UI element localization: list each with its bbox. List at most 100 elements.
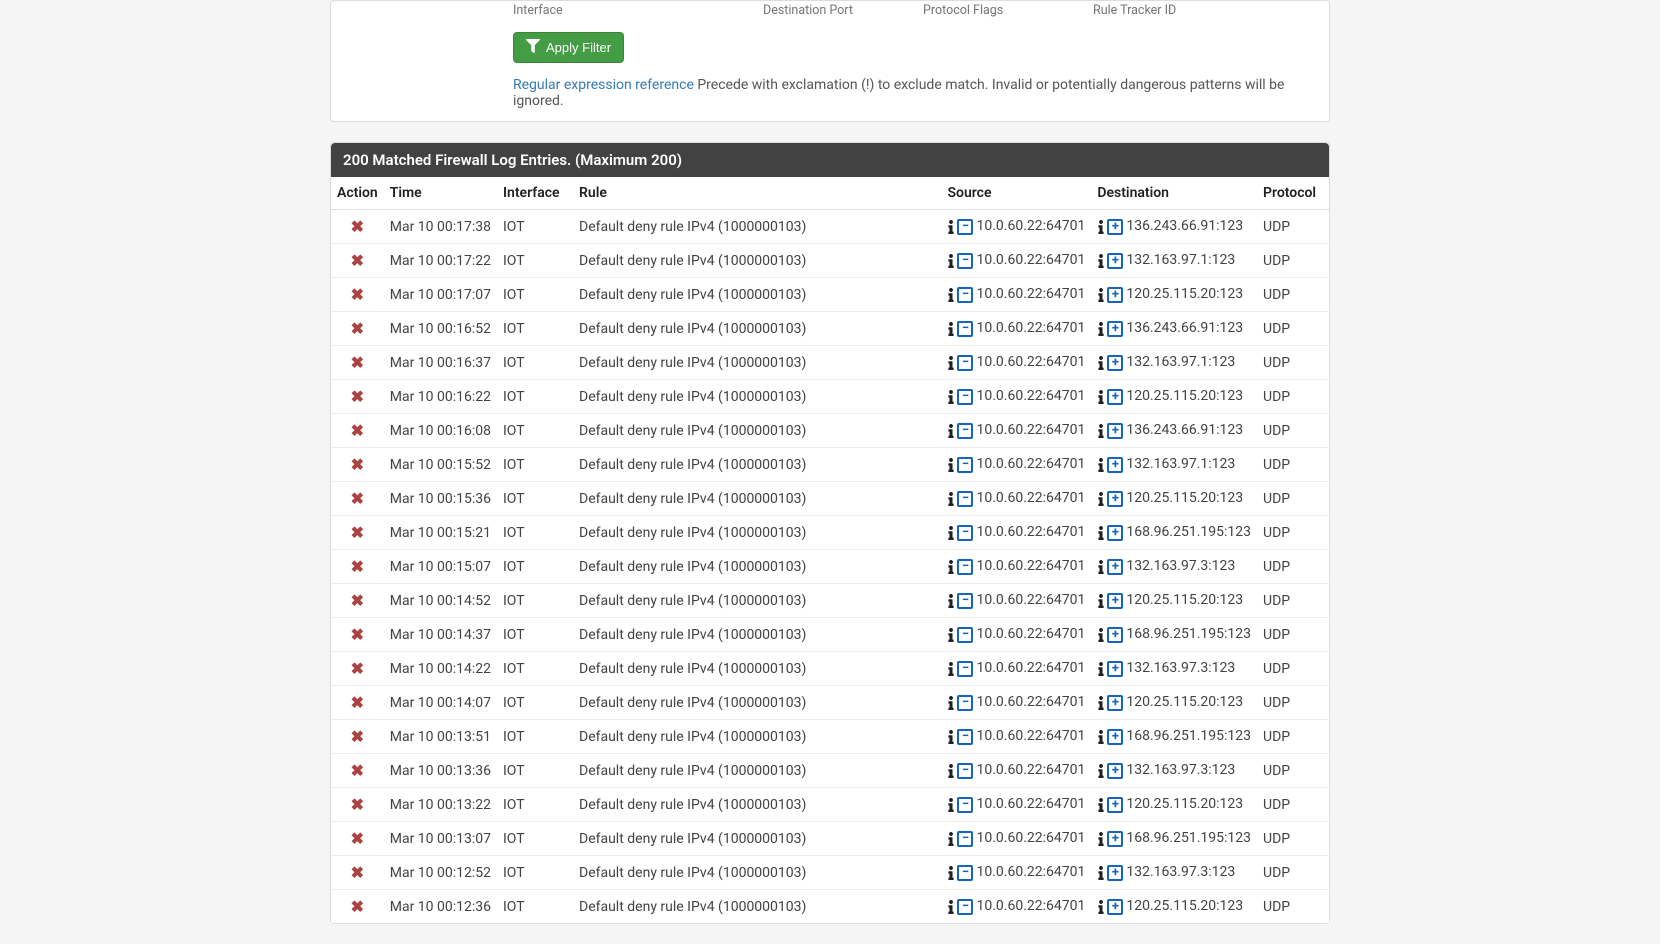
easyrule-block-icon[interactable] [957, 797, 973, 813]
info-icon[interactable] [1097, 831, 1105, 847]
info-icon[interactable] [1097, 287, 1105, 303]
info-icon[interactable] [947, 831, 955, 847]
info-icon[interactable] [947, 253, 955, 269]
info-icon[interactable] [947, 695, 955, 711]
info-icon[interactable] [947, 899, 955, 915]
info-icon[interactable] [947, 219, 955, 235]
easyrule-block-icon[interactable] [957, 287, 973, 303]
easyrule-pass-icon[interactable] [1107, 831, 1123, 847]
info-icon[interactable] [947, 729, 955, 745]
easyrule-pass-icon[interactable] [1107, 253, 1123, 269]
easyrule-block-icon[interactable] [957, 729, 973, 745]
info-icon[interactable] [947, 287, 955, 303]
block-icon[interactable]: ✖ [351, 897, 364, 916]
easyrule-block-icon[interactable] [957, 627, 973, 643]
info-icon[interactable] [947, 593, 955, 609]
block-icon[interactable]: ✖ [351, 421, 364, 440]
easyrule-block-icon[interactable] [957, 457, 973, 473]
info-icon[interactable] [947, 797, 955, 813]
block-icon[interactable]: ✖ [351, 285, 364, 304]
info-icon[interactable] [1097, 695, 1105, 711]
block-icon[interactable]: ✖ [351, 217, 364, 236]
block-icon[interactable]: ✖ [351, 693, 364, 712]
easyrule-block-icon[interactable] [957, 661, 973, 677]
easyrule-pass-icon[interactable] [1107, 729, 1123, 745]
info-icon[interactable] [1097, 423, 1105, 439]
info-icon[interactable] [947, 321, 955, 337]
info-icon[interactable] [1097, 627, 1105, 643]
info-icon[interactable] [1097, 559, 1105, 575]
info-icon[interactable] [1097, 865, 1105, 881]
easyrule-block-icon[interactable] [957, 355, 973, 371]
info-icon[interactable] [947, 525, 955, 541]
easyrule-pass-icon[interactable] [1107, 389, 1123, 405]
easyrule-pass-icon[interactable] [1107, 423, 1123, 439]
easyrule-pass-icon[interactable] [1107, 899, 1123, 915]
easyrule-pass-icon[interactable] [1107, 321, 1123, 337]
info-icon[interactable] [1097, 321, 1105, 337]
info-icon[interactable] [1097, 763, 1105, 779]
info-icon[interactable] [947, 627, 955, 643]
block-icon[interactable]: ✖ [351, 591, 364, 610]
block-icon[interactable]: ✖ [351, 795, 364, 814]
easyrule-pass-icon[interactable] [1107, 559, 1123, 575]
info-icon[interactable] [1097, 729, 1105, 745]
info-icon[interactable] [947, 865, 955, 881]
easyrule-block-icon[interactable] [957, 831, 973, 847]
info-icon[interactable] [1097, 457, 1105, 473]
easyrule-block-icon[interactable] [957, 219, 973, 235]
info-icon[interactable] [947, 763, 955, 779]
regex-reference-link[interactable]: Regular expression reference [513, 77, 694, 93]
info-icon[interactable] [947, 559, 955, 575]
block-icon[interactable]: ✖ [351, 455, 364, 474]
block-icon[interactable]: ✖ [351, 387, 364, 406]
easyrule-pass-icon[interactable] [1107, 593, 1123, 609]
info-icon[interactable] [1097, 525, 1105, 541]
block-icon[interactable]: ✖ [351, 319, 364, 338]
info-icon[interactable] [947, 355, 955, 371]
easyrule-pass-icon[interactable] [1107, 491, 1123, 507]
info-icon[interactable] [1097, 797, 1105, 813]
easyrule-block-icon[interactable] [957, 559, 973, 575]
easyrule-pass-icon[interactable] [1107, 355, 1123, 371]
easyrule-block-icon[interactable] [957, 389, 973, 405]
info-icon[interactable] [947, 423, 955, 439]
easyrule-pass-icon[interactable] [1107, 865, 1123, 881]
info-icon[interactable] [947, 457, 955, 473]
block-icon[interactable]: ✖ [351, 863, 364, 882]
info-icon[interactable] [1097, 491, 1105, 507]
info-icon[interactable] [947, 491, 955, 507]
easyrule-block-icon[interactable] [957, 695, 973, 711]
easyrule-pass-icon[interactable] [1107, 661, 1123, 677]
info-icon[interactable] [1097, 355, 1105, 371]
easyrule-pass-icon[interactable] [1107, 525, 1123, 541]
block-icon[interactable]: ✖ [351, 727, 364, 746]
info-icon[interactable] [947, 661, 955, 677]
easyrule-pass-icon[interactable] [1107, 219, 1123, 235]
info-icon[interactable] [947, 389, 955, 405]
easyrule-block-icon[interactable] [957, 899, 973, 915]
apply-filter-button[interactable]: Apply Filter [513, 32, 624, 63]
info-icon[interactable] [1097, 219, 1105, 235]
easyrule-block-icon[interactable] [957, 423, 973, 439]
block-icon[interactable]: ✖ [351, 761, 364, 780]
easyrule-block-icon[interactable] [957, 491, 973, 507]
info-icon[interactable] [1097, 253, 1105, 269]
easyrule-block-icon[interactable] [957, 865, 973, 881]
easyrule-block-icon[interactable] [957, 321, 973, 337]
easyrule-pass-icon[interactable] [1107, 287, 1123, 303]
easyrule-pass-icon[interactable] [1107, 763, 1123, 779]
easyrule-block-icon[interactable] [957, 525, 973, 541]
block-icon[interactable]: ✖ [351, 557, 364, 576]
easyrule-pass-icon[interactable] [1107, 457, 1123, 473]
block-icon[interactable]: ✖ [351, 523, 364, 542]
block-icon[interactable]: ✖ [351, 353, 364, 372]
info-icon[interactable] [1097, 661, 1105, 677]
easyrule-pass-icon[interactable] [1107, 797, 1123, 813]
easyrule-block-icon[interactable] [957, 253, 973, 269]
info-icon[interactable] [1097, 593, 1105, 609]
easyrule-block-icon[interactable] [957, 593, 973, 609]
block-icon[interactable]: ✖ [351, 659, 364, 678]
block-icon[interactable]: ✖ [351, 625, 364, 644]
info-icon[interactable] [1097, 389, 1105, 405]
